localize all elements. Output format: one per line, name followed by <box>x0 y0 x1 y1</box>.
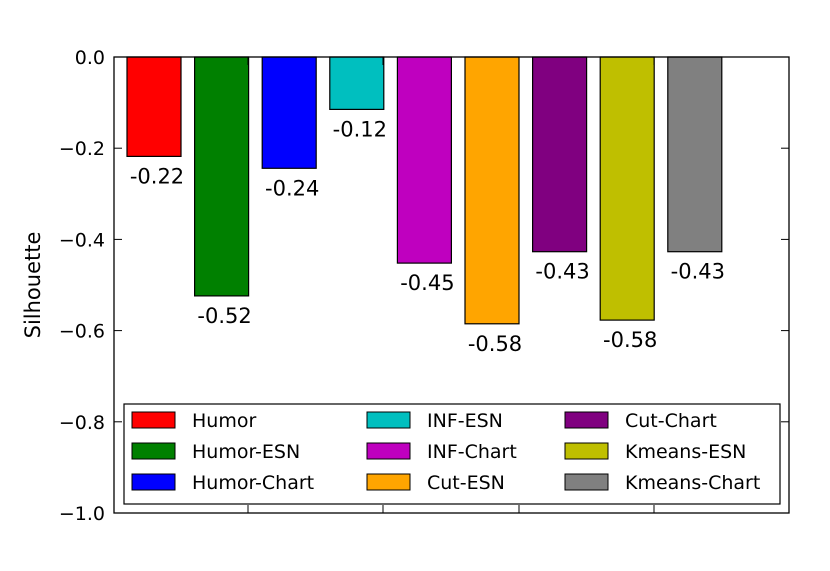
y-axis-label: Silhouette <box>21 232 45 339</box>
legend-label: Cut-Chart <box>625 410 717 432</box>
bar-labels-group: -0.22 -0.52 -0.24 -0.12 -0.45 -0.58 -0.43 -0.58… <box>130 117 725 355</box>
legend-label: Humor-ESN <box>192 441 300 463</box>
legend-swatch <box>366 473 411 491</box>
bar-value-label: -0.52 <box>197 304 251 328</box>
y-tick-label: −0.8 <box>59 412 105 434</box>
y-axis-ticks: 0.0 −0.2 −0.4 −0.6 −0.8 −1.0 <box>59 47 789 525</box>
bar-value-label: -0.12 <box>333 117 387 141</box>
legend-swatch <box>564 442 609 460</box>
legend-label: Cut-ESN <box>427 472 505 494</box>
legend-swatch <box>564 473 609 491</box>
bar-value-label: -0.43 <box>671 260 725 284</box>
bars-group <box>126 56 723 325</box>
bar-value-label: -0.24 <box>265 176 319 200</box>
y-tick-label: −0.2 <box>59 138 105 160</box>
bar-value-label: -0.45 <box>400 271 454 295</box>
legend-swatch <box>131 473 176 491</box>
bar-inf-esn <box>329 56 385 111</box>
x-axis-ticks <box>247 57 655 513</box>
bar-cut-chart <box>531 56 588 253</box>
bar-humor <box>126 56 182 158</box>
bar-value-label: -0.58 <box>603 328 657 352</box>
legend-swatch <box>131 411 176 429</box>
y-tick-label: −1.0 <box>59 503 105 525</box>
y-tick-label: 0.0 <box>75 47 105 69</box>
bar-humor-esn <box>194 56 250 297</box>
legend-swatch <box>131 442 176 460</box>
bar-value-label: -0.22 <box>130 164 184 188</box>
legend-swatch <box>366 442 411 460</box>
legend: Humor Humor-ESN Humor-Chart INF-ESN INF-Char… <box>123 403 781 505</box>
legend-label: Kmeans-ESN <box>625 441 746 463</box>
legend-label: Kmeans-Chart <box>625 472 760 494</box>
legend-label: Humor-Chart <box>192 472 314 494</box>
bar-value-label: -0.43 <box>535 260 589 284</box>
legend-swatch <box>366 411 411 429</box>
y-tick-label: −0.4 <box>59 229 105 251</box>
legend-box <box>123 403 781 505</box>
legend-swatch <box>564 411 609 429</box>
bar-cut-esn <box>464 56 520 325</box>
bar-kmeans-esn <box>599 56 655 321</box>
bar-inf-chart <box>396 56 452 264</box>
legend-label: Humor <box>192 410 256 432</box>
legend-label: INF-Chart <box>427 441 517 463</box>
plot-frame <box>113 56 790 514</box>
y-tick-label: −0.6 <box>59 321 105 343</box>
legend-label: INF-ESN <box>427 410 503 432</box>
bar-kmeans-chart <box>667 56 723 253</box>
bar-humor-chart <box>261 56 317 169</box>
bar-value-label: -0.58 <box>468 332 522 356</box>
